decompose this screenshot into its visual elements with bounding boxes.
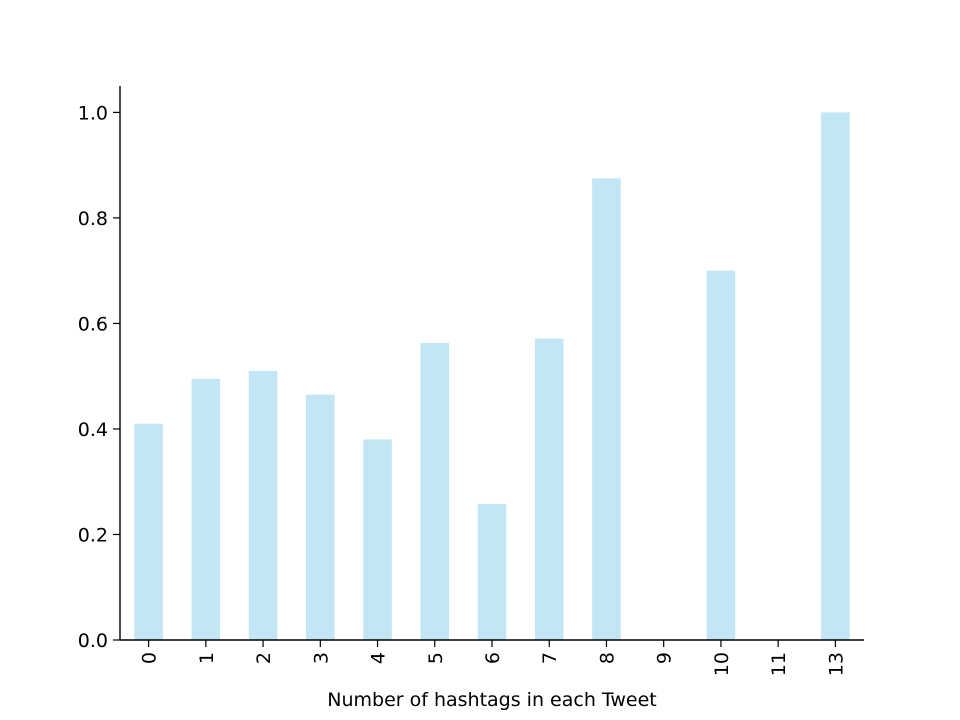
x-tick-label: 5 (425, 652, 447, 664)
x-tick-label: 10 (711, 652, 733, 676)
x-tick-label: 0 (139, 652, 161, 664)
x-tick-label: 11 (768, 652, 790, 676)
y-tick-label: 1.0 (78, 102, 108, 124)
x-tick-label: 9 (654, 652, 676, 664)
bar-6 (477, 503, 507, 640)
x-tick-label: 13 (825, 652, 847, 676)
x-tick-label: 8 (596, 652, 618, 664)
y-ticks-group: 0.0 0.2 0.4 0.6 0.8 1.0 (78, 102, 120, 652)
bar-3 (306, 394, 335, 640)
y-tick-label: 0.6 (78, 313, 108, 335)
bars-group (134, 112, 850, 641)
y-tick-label: 0.4 (78, 419, 108, 441)
bar-13 (821, 112, 850, 640)
x-ticks-group: 0 1 2 3 4 5 6 7 8 9 10 11 13 (139, 640, 847, 676)
bar-4 (363, 439, 392, 640)
x-tick-label: 2 (253, 652, 275, 664)
bar-8 (592, 178, 621, 641)
y-tick-label: 0.0 (78, 630, 108, 652)
bar-10 (706, 270, 736, 640)
y-tick-label: 0.8 (78, 208, 108, 230)
x-axis-label: Number of hashtags in each Tweet (327, 689, 657, 711)
bar-0 (134, 423, 163, 640)
x-tick-label: 6 (482, 652, 504, 664)
x-tick-label: 3 (310, 652, 332, 664)
bar-5 (420, 342, 450, 640)
x-tick-label: 1 (196, 652, 218, 664)
bar-1 (191, 378, 221, 640)
x-tick-label: 7 (539, 652, 561, 664)
bar-2 (248, 370, 278, 640)
bar-7 (534, 338, 564, 640)
y-tick-label: 0.2 (78, 524, 108, 546)
x-tick-label: 4 (368, 652, 390, 664)
